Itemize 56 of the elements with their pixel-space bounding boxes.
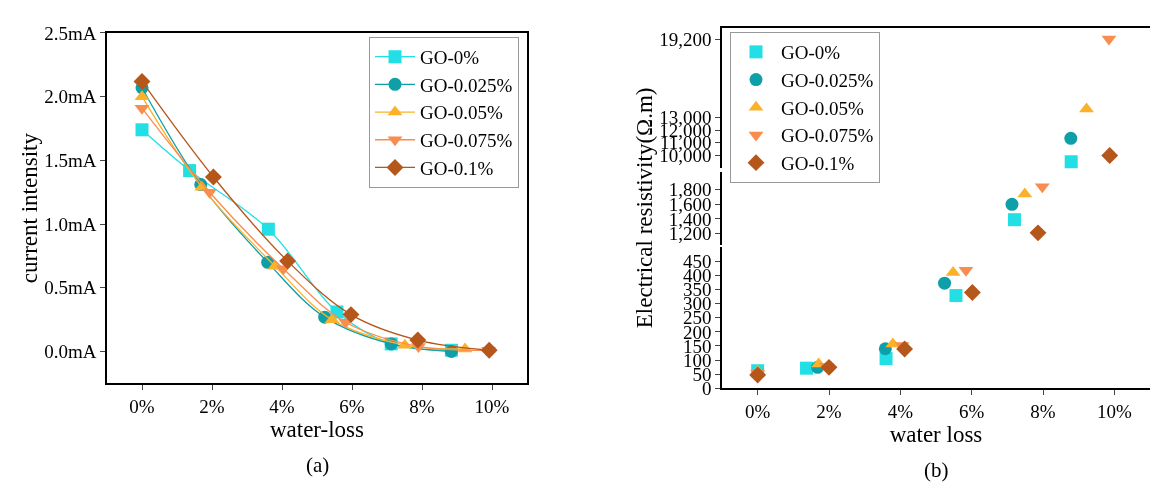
point: [135, 123, 149, 137]
point: [409, 331, 427, 349]
point: [1064, 131, 1078, 145]
x-tick-label: 8%: [1030, 400, 1056, 422]
x-tick-label: 2%: [199, 395, 225, 417]
y-axis-title: Electrical resistivity(Ω.m): [631, 87, 657, 329]
y-tick-label: 2.0mA: [44, 86, 97, 108]
point: [1029, 224, 1047, 242]
x-tick-label: 4%: [887, 400, 914, 422]
x-tick-label: 10%: [1096, 400, 1132, 422]
legend-label: GO-0.075%: [420, 130, 513, 152]
point: [749, 366, 767, 384]
legend-label: GO-0.075%: [781, 125, 874, 147]
x-tick-label: 10%: [474, 395, 510, 417]
x-tick-label: 0%: [745, 400, 771, 422]
point: [1101, 147, 1119, 164]
point: [204, 168, 222, 186]
legend-label: GO-0.1%: [781, 153, 855, 175]
y-tick-label: 0.5mA: [44, 277, 97, 299]
x-tick-label: 8%: [409, 395, 435, 417]
legend-label: GO-0.1%: [420, 157, 494, 179]
x-tick-label: 6%: [959, 400, 985, 422]
text: (a): [306, 453, 330, 477]
point: [133, 72, 151, 90]
point: [342, 306, 360, 324]
point: [800, 361, 814, 375]
point: [963, 284, 981, 301]
y-tick-label: 19,200: [659, 28, 712, 50]
x-tick-label: 2%: [816, 400, 842, 422]
x-tick-label: 6%: [339, 395, 365, 417]
y-axis-title: current intensity: [16, 132, 42, 284]
y-tick-label: 2.5mA: [44, 22, 97, 44]
point: [896, 340, 914, 358]
y-tick-label: 1.5mA: [44, 150, 97, 172]
point: [261, 222, 275, 236]
y-tick-label: 0.0mA: [44, 341, 97, 363]
legend-label: GO-0%: [420, 47, 480, 69]
x-axis-title: water-loss: [269, 416, 365, 442]
x-tick-label: 0%: [129, 395, 155, 417]
legend-label: GO-0.025%: [781, 69, 874, 91]
legend-label: GO-0.025%: [420, 74, 513, 96]
legend-label: GO-0.05%: [420, 102, 504, 124]
point: [949, 289, 963, 303]
legend-label: GO-0%: [781, 42, 841, 64]
point: [1007, 213, 1021, 227]
point: [938, 276, 952, 290]
point: [1005, 197, 1019, 211]
point: [820, 358, 838, 376]
point: [480, 341, 498, 359]
x-axis-title: water loss: [889, 421, 983, 447]
legend-label: GO-0.05%: [781, 97, 865, 119]
text: (b): [924, 458, 949, 482]
point: [279, 252, 297, 270]
y-tick-label: 1.0mA: [44, 213, 97, 235]
x-tick-label: 4%: [269, 395, 295, 417]
point: [1064, 155, 1078, 169]
